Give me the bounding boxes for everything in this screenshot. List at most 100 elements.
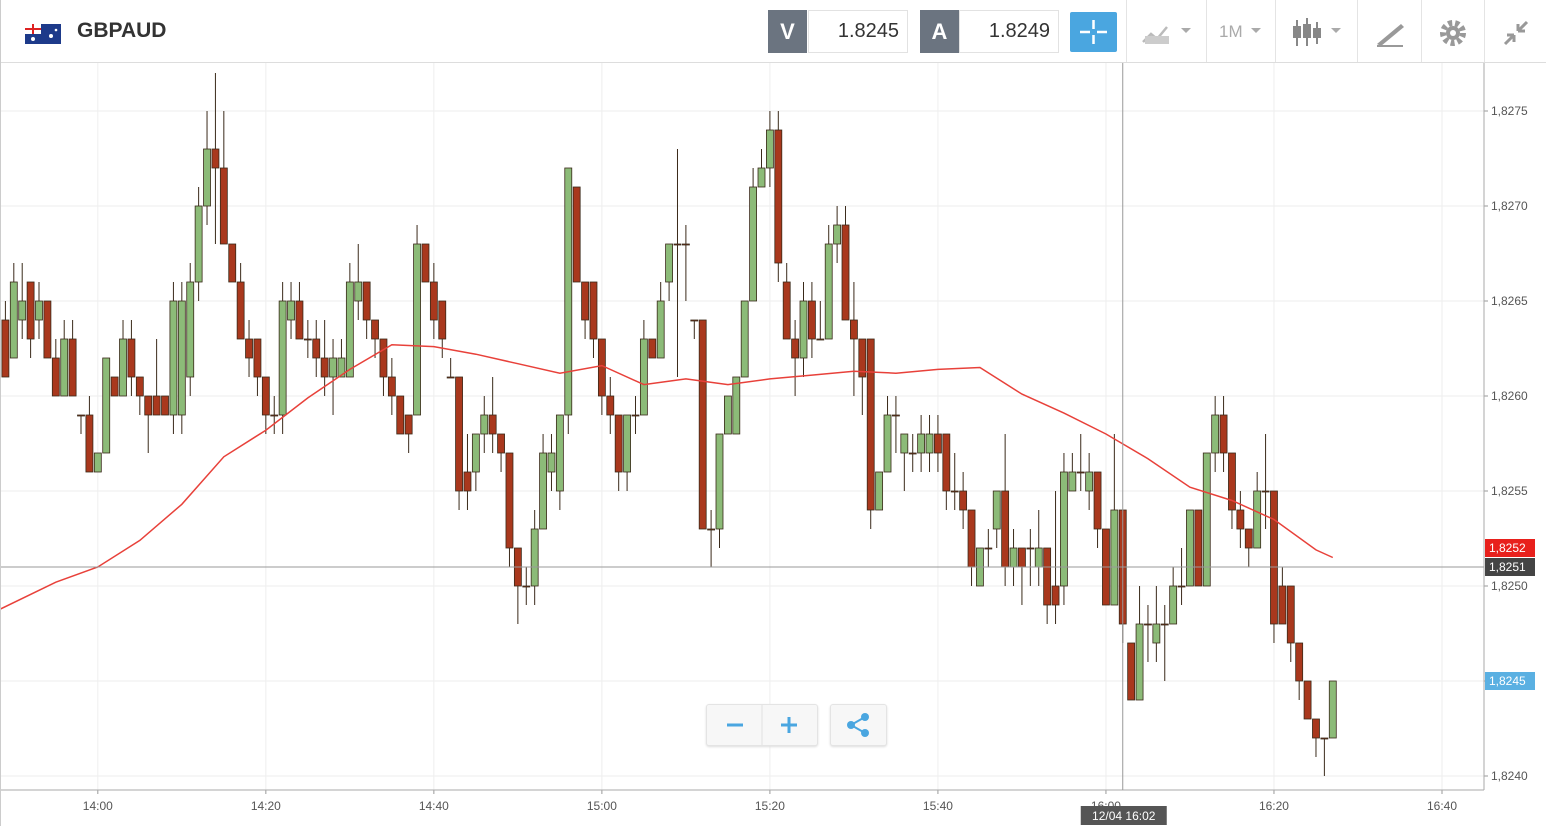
candle-body	[858, 338, 867, 378]
candle-body	[1228, 452, 1236, 511]
crosshair-y-label: 1,8251	[1489, 560, 1526, 574]
candle-body	[900, 433, 909, 454]
candle-body	[959, 490, 968, 511]
candle-body	[1270, 490, 1278, 625]
candle-body	[312, 338, 321, 359]
candle-body	[841, 224, 850, 321]
candle-body	[1278, 585, 1287, 625]
crosshair-y-box	[1485, 558, 1535, 576]
candle-body	[606, 395, 615, 416]
candle-body	[144, 395, 153, 416]
candle-body	[194, 205, 203, 283]
candle-body	[1144, 623, 1152, 626]
y-tick-label: 1,8240	[1491, 769, 1528, 783]
candle-body	[530, 528, 539, 587]
candle-body	[1127, 642, 1136, 701]
candle-body	[127, 338, 136, 378]
price-label: 1,8252	[1489, 541, 1526, 555]
price-label-box	[1485, 539, 1535, 557]
toolbar: GBPAUD V 1.8245 A 1.8249 1M	[1, 0, 1546, 63]
candle-body	[1135, 623, 1144, 701]
candle-body	[942, 433, 951, 492]
candle-body	[119, 338, 127, 397]
y-tick-label: 1,8265	[1491, 294, 1528, 308]
sell-label[interactable]: V	[768, 10, 807, 53]
candle-body	[833, 224, 842, 245]
candle-body	[278, 300, 287, 416]
candle-body	[883, 414, 892, 473]
candle-body	[572, 186, 581, 283]
candle-body	[1160, 623, 1169, 626]
candle-body	[404, 414, 413, 435]
candle-body	[992, 490, 1001, 530]
sell-price[interactable]: 1.8245	[808, 10, 908, 53]
candle-body	[799, 300, 808, 359]
candle-body	[766, 129, 774, 169]
x-tick-label: 14:00	[83, 799, 113, 813]
candle-body	[740, 300, 749, 378]
candle-body	[1085, 471, 1094, 492]
candle-body	[1169, 585, 1178, 625]
crosshair-button[interactable]	[1070, 12, 1117, 52]
share-button[interactable]	[830, 704, 887, 746]
candle-body	[816, 338, 825, 341]
candle-body	[480, 414, 489, 435]
timeframe-arrow[interactable]	[1249, 20, 1265, 36]
grid	[1, 63, 1484, 790]
settings-button[interactable]	[1438, 18, 1468, 48]
candle-body	[1295, 642, 1304, 682]
candle-body	[1236, 509, 1245, 530]
buy-price[interactable]: 1.8249	[959, 10, 1059, 53]
timeframe[interactable]: 1M	[1219, 22, 1243, 41]
candle-body	[1320, 737, 1329, 740]
candle-body	[925, 433, 934, 454]
candle-body	[169, 300, 178, 416]
candle-body	[1219, 414, 1228, 454]
candle-body	[1110, 509, 1119, 606]
draw-button[interactable]	[1375, 18, 1405, 48]
y-tick-label: 1,8250	[1491, 579, 1528, 593]
collapse-button[interactable]	[1501, 18, 1531, 48]
candle-body	[950, 490, 959, 493]
candle-body	[1186, 509, 1194, 587]
candle-body	[387, 376, 396, 397]
zoom-icons[interactable]	[707, 705, 817, 745]
flag-icon	[25, 24, 61, 44]
candle-body	[102, 357, 111, 454]
candle-body	[152, 395, 161, 416]
x-tick-label: 16:20	[1259, 799, 1289, 813]
candle-body	[253, 338, 262, 378]
candle-body	[287, 300, 295, 321]
candle-body	[1244, 528, 1253, 549]
candle-body	[723, 395, 732, 435]
candle-body	[623, 414, 631, 473]
chart-type-button[interactable]	[1141, 20, 1197, 46]
separator	[1126, 0, 1127, 62]
x-tick-label: 14:20	[251, 799, 281, 813]
candle-body	[547, 452, 556, 473]
candle-body	[236, 281, 245, 340]
price-label-box	[1485, 672, 1535, 690]
candle-body	[446, 376, 455, 379]
y-tick-label: 1,8255	[1491, 484, 1528, 498]
candle-body	[673, 243, 682, 246]
buy-label[interactable]: A	[920, 10, 959, 53]
candle-body	[522, 585, 531, 588]
x-tick-label: 14:40	[419, 799, 449, 813]
candle-body	[219, 167, 228, 245]
candle-body	[51, 357, 60, 397]
candle-body	[303, 338, 312, 341]
candle-body	[135, 376, 144, 397]
candles-button[interactable]	[1291, 16, 1347, 50]
candle-body	[77, 414, 85, 417]
moving-average	[1, 343, 1334, 610]
candle-body	[1177, 585, 1186, 588]
candle-body	[455, 376, 463, 492]
candle-body	[1328, 680, 1337, 739]
candle-body	[270, 414, 279, 417]
candle-body	[471, 433, 480, 473]
candle-body	[555, 414, 564, 492]
candle-body	[749, 186, 758, 302]
candle-body	[93, 452, 102, 473]
candle-body	[1093, 471, 1102, 530]
